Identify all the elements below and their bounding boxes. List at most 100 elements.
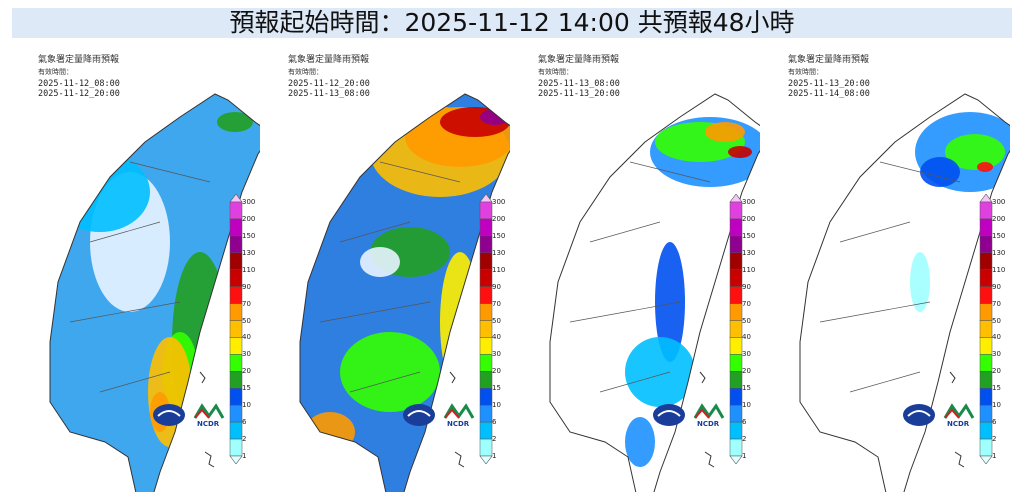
legend-label: 2 [242,435,247,444]
legend-swatch [729,421,743,440]
rain-area [625,337,695,407]
ncdr-logo [193,403,225,419]
forecast-panel-4: 氣象署定量降雨預報 有效時間： 2025-11-13_20:00 2025-11… [760,42,1010,492]
legend-label: 15 [742,384,751,393]
legend-swatch [229,438,243,457]
legend-label: 150 [742,231,756,240]
legend-label: 20 [742,367,751,376]
legend-swatch [729,201,743,220]
legend-swatch [479,404,493,423]
legend-label: 90 [742,282,751,291]
rain-area [655,242,685,362]
rain-area [920,157,960,187]
cwa-logo [153,404,185,426]
legend-swatch [729,438,743,457]
legend-swatch [979,218,993,237]
legend-label: 110 [242,265,256,274]
legend-label: 150 [242,231,256,240]
rain-area [217,112,253,132]
forecast-panel-3: 氣象署定量降雨預報 有效時間： 2025-11-13_08:00 2025-11… [510,42,760,492]
legend-swatch [979,286,993,304]
legend-label: 40 [742,333,751,342]
taiwan-outline [49,93,260,492]
legend-label: 300 [242,198,256,206]
legend-label: 50 [742,316,751,325]
legend-label: 130 [742,248,756,257]
legend-label: 50 [242,316,251,325]
legend-label: 40 [242,333,251,342]
legend-swatch [729,337,743,355]
legend-label: 20 [242,367,251,376]
legend-label: 2 [742,435,747,444]
ncdr-logo [443,403,475,419]
legend-swatch [229,354,243,372]
legend-swatch [729,269,743,287]
valid-end: 2025-11-13_08:00 [288,89,370,99]
legend-swatch [479,388,493,406]
legend-label: 110 [742,265,756,274]
legend-swatch [729,235,743,254]
legend-swatch [479,269,493,287]
legend-label: 1 [992,452,997,460]
legend-swatch [979,438,993,457]
legend-swatch [979,354,993,372]
legend-label: 6 [742,418,747,427]
rain-area [625,417,655,467]
rain-area [705,122,745,142]
valid-time-label: 有效時間： [288,68,323,76]
legend-swatch [479,201,493,220]
legend-label: 15 [492,384,501,393]
legend-label: 10 [742,401,751,410]
legend-label: 1 [742,452,747,460]
legend-swatch [979,201,993,220]
legend-swatch [479,252,493,270]
legend-label: 200 [492,214,506,223]
legend-label: 150 [492,231,506,240]
legend-swatch [479,303,493,321]
legend-label: 300 [742,198,756,206]
valid-end: 2025-11-14_08:00 [788,89,870,99]
legend-label: 150 [992,231,1006,240]
forecast-panel-2: 氣象署定量降雨預報 有效時間： 2025-11-12_20:00 2025-11… [260,42,510,492]
taiwan-outline [799,93,1010,492]
legend-swatch [229,404,243,423]
legend-label: 90 [492,282,501,291]
legend-label: 200 [742,214,756,223]
legend-swatch [979,320,993,338]
legend-swatch [479,286,493,304]
legend-swatch [479,218,493,237]
rainfall-map [549,93,760,492]
legend-swatch [729,404,743,423]
legend-swatch [729,252,743,270]
rainfall-map [799,93,1010,492]
legend-label: 70 [492,299,501,308]
legend-label: 2 [992,435,997,444]
legend-label: 70 [242,299,251,308]
rain-area [440,252,480,392]
panel-heading: 氣象署定量降雨預報 [538,55,620,65]
legend-label: 70 [992,299,1001,308]
legend-label: 1 [242,452,247,460]
rain-area [305,412,355,452]
cwa-logo [903,404,935,426]
legend-swatch [479,337,493,355]
legend-label: 1 [492,452,497,460]
legend-swatch [229,218,243,237]
legend-swatch [979,303,993,321]
ncdr-text: NCDR [697,420,720,428]
valid-start: 2025-11-12_08:00 [38,79,120,89]
legend-label: 15 [992,384,1001,393]
rain-area [340,332,440,412]
rain-area [728,146,752,158]
legend-swatch [479,320,493,338]
valid-time-label: 有效時間： [538,68,573,76]
valid-start: 2025-11-12_20:00 [288,79,370,89]
panel-heading: 氣象署定量降雨預報 [288,55,370,65]
legend-label: 30 [492,350,501,359]
legend-label: 20 [492,367,501,376]
legend-label: 110 [492,265,506,274]
legend-label: 90 [992,282,1001,291]
cwa-logo [403,404,435,426]
ncdr-text: NCDR [947,420,970,428]
ncdr-text: NCDR [447,420,470,428]
